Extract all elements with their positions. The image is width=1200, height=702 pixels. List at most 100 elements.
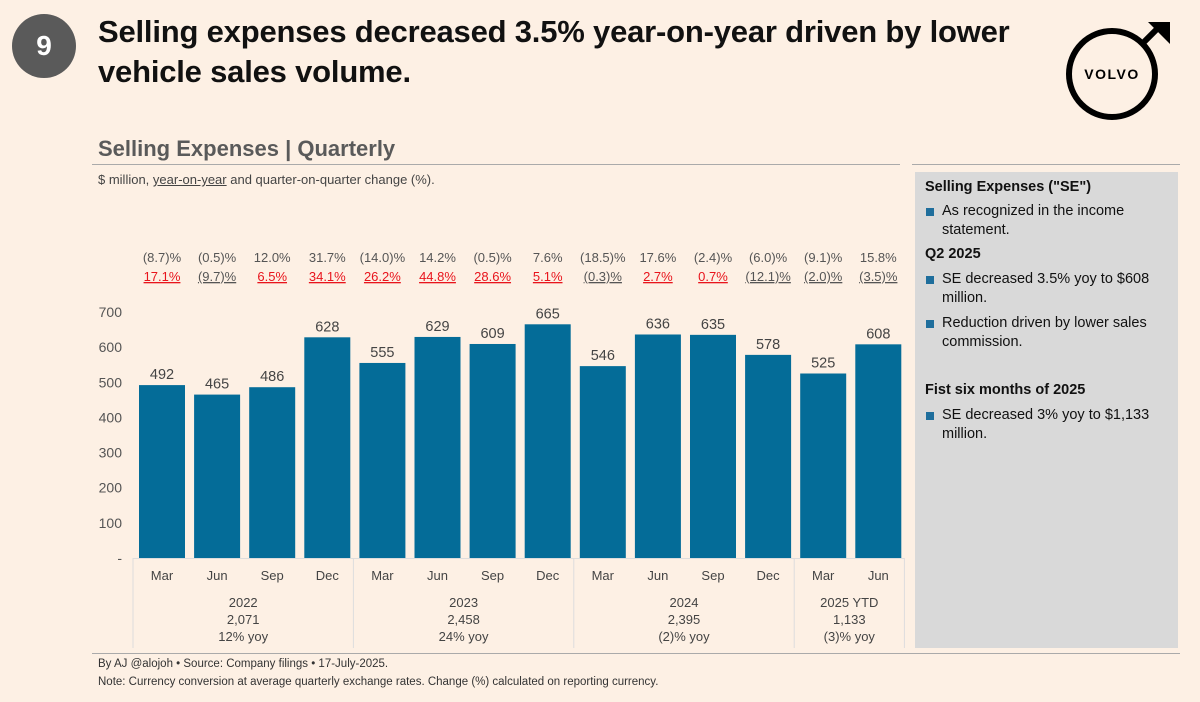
x-tick-label: Jun	[868, 568, 889, 583]
qoq-change-label: (6.0)%	[749, 250, 788, 265]
group-label: 2023	[449, 595, 478, 610]
headline: Selling expenses decreased 3.5% year-on-…	[98, 14, 1010, 89]
x-tick-label: Sep	[481, 568, 504, 583]
qoq-change-label: (2.4)%	[694, 250, 733, 265]
qoq-change-label: (8.7)%	[143, 250, 182, 265]
selling-expenses-bar-chart: - 100 200 300 400 500 600 700 492 (8.7)% 17.1% Mar 4…	[99, 250, 905, 648]
qoq-change-label: 31.7%	[309, 250, 346, 265]
yoy-change-label: (9.7)%	[198, 269, 237, 284]
bar-value-label: 635	[701, 317, 725, 333]
subtitle-prefix: $ million,	[98, 172, 153, 187]
subtitle-suffix: and quarter-on-quarter change (%).	[226, 172, 435, 187]
bar-value-label: 578	[756, 337, 780, 353]
yoy-change-label: (2.0)%	[804, 269, 843, 284]
yoy-change-label: (0.3)%	[584, 269, 623, 284]
yoy-change-label: 44.8%	[419, 269, 456, 284]
bar-value-label: 608	[866, 326, 890, 342]
section-title: Selling Expenses | Quarterly	[98, 136, 396, 161]
yoy-change-label: (3.5)%	[859, 269, 898, 284]
bar-value-label: 555	[370, 345, 394, 361]
x-tick-label: Jun	[647, 568, 668, 583]
qoq-change-label: 15.8%	[860, 250, 897, 265]
yoy-change-label: 2.7%	[643, 269, 673, 284]
sidebar-bullet: SE decreased 3.5% yoy to $608 million.	[925, 270, 1165, 308]
group-total: 2,071	[227, 612, 260, 627]
sidebar-heading-q2: Q2 2025	[925, 246, 981, 262]
subtitle-yoy-underlined: year-on-year	[152, 172, 227, 187]
bar-8	[579, 366, 626, 558]
y-tick-label: 100	[99, 515, 123, 531]
x-tick-label: Mar	[812, 568, 835, 583]
yoy-change-label: (12.1)%	[745, 269, 791, 284]
sidebar-bullet: SE decreased 3% yoy to $1,133 million.	[925, 406, 1165, 444]
footer-divider	[92, 653, 1180, 654]
qoq-change-label: (0.5)%	[473, 250, 512, 265]
bar-4	[359, 362, 406, 558]
chart-subtitle: $ million, year-on-year and quarter-on-q…	[98, 172, 435, 187]
bullet-square-icon	[926, 320, 934, 328]
bar-value-label: 629	[425, 319, 449, 335]
commentary-sidebar: Selling Expenses ("SE") As recognized in…	[915, 172, 1178, 648]
bar-value-label: 492	[150, 367, 174, 383]
arrow-head-icon	[1148, 22, 1170, 44]
x-tick-label: Sep	[701, 568, 724, 583]
x-tick-label: Mar	[592, 568, 615, 583]
sidebar-heading-se: Selling Expenses ("SE")	[925, 179, 1092, 195]
y-tick-label: 400	[99, 409, 123, 425]
bar-12	[800, 373, 847, 558]
bullet-square-icon	[926, 276, 934, 284]
y-tick-label: 300	[99, 445, 123, 461]
qoq-change-label: (14.0)%	[360, 250, 406, 265]
x-tick-label: Mar	[371, 568, 394, 583]
x-tick-label: Mar	[151, 568, 174, 583]
bar-9	[634, 334, 681, 558]
yoy-change-label: 26.2%	[364, 269, 401, 284]
bar-5	[414, 336, 461, 558]
bar-13	[855, 344, 902, 558]
bar-0	[139, 385, 185, 558]
x-tick-label: Dec	[536, 568, 560, 583]
bar-value-label: 465	[205, 377, 229, 393]
group-label: 2024	[670, 595, 699, 610]
group-total: 1,133	[833, 612, 866, 627]
bar-7	[524, 324, 571, 558]
qoq-change-label: (18.5)%	[580, 250, 626, 265]
qoq-change-label: (0.5)%	[198, 250, 237, 265]
yoy-change-label: 28.6%	[474, 269, 511, 284]
yoy-change-label: 6.5%	[257, 269, 287, 284]
bar-value-label: 665	[536, 306, 560, 322]
group-label: 2022	[229, 595, 258, 610]
bar-value-label: 546	[591, 348, 615, 364]
bar-value-label: 628	[315, 319, 339, 335]
slide-number-badge: 9	[12, 14, 76, 78]
bar-10	[690, 334, 736, 558]
y-tick-label: 700	[99, 304, 123, 320]
bar-3	[304, 337, 351, 558]
qoq-change-label: (9.1)%	[804, 250, 843, 265]
y-tick-label: 600	[99, 339, 123, 355]
bullet-square-icon	[926, 208, 934, 216]
group-change: 12% yoy	[218, 629, 268, 644]
title-divider	[92, 164, 900, 165]
yoy-change-label: 17.1%	[144, 269, 181, 284]
logo-text: VOLVO	[1084, 66, 1139, 82]
bullet-square-icon	[926, 412, 934, 420]
bar-11	[745, 354, 792, 558]
qoq-change-label: 17.6%	[639, 250, 676, 265]
y-tick-label: -	[117, 550, 122, 566]
qoq-change-label: 14.2%	[419, 250, 456, 265]
sidebar-divider	[912, 164, 1180, 165]
x-tick-label: Jun	[207, 568, 228, 583]
x-tick-label: Dec	[316, 568, 340, 583]
sidebar-bullet: Reduction driven by lower sales commissi…	[925, 314, 1165, 352]
group-label: 2025 YTD	[820, 595, 878, 610]
arrow-shaft	[1139, 25, 1161, 47]
bar-value-label: 525	[811, 356, 835, 372]
footer-credit: By AJ @alojoh • Source: Company filings …	[98, 658, 389, 670]
group-total: 2,458	[447, 612, 480, 627]
bar-6	[469, 343, 516, 558]
y-tick-label: 500	[99, 374, 123, 390]
bar-value-label: 636	[646, 316, 670, 332]
x-tick-label: Sep	[261, 568, 284, 583]
x-tick-label: Dec	[757, 568, 781, 583]
